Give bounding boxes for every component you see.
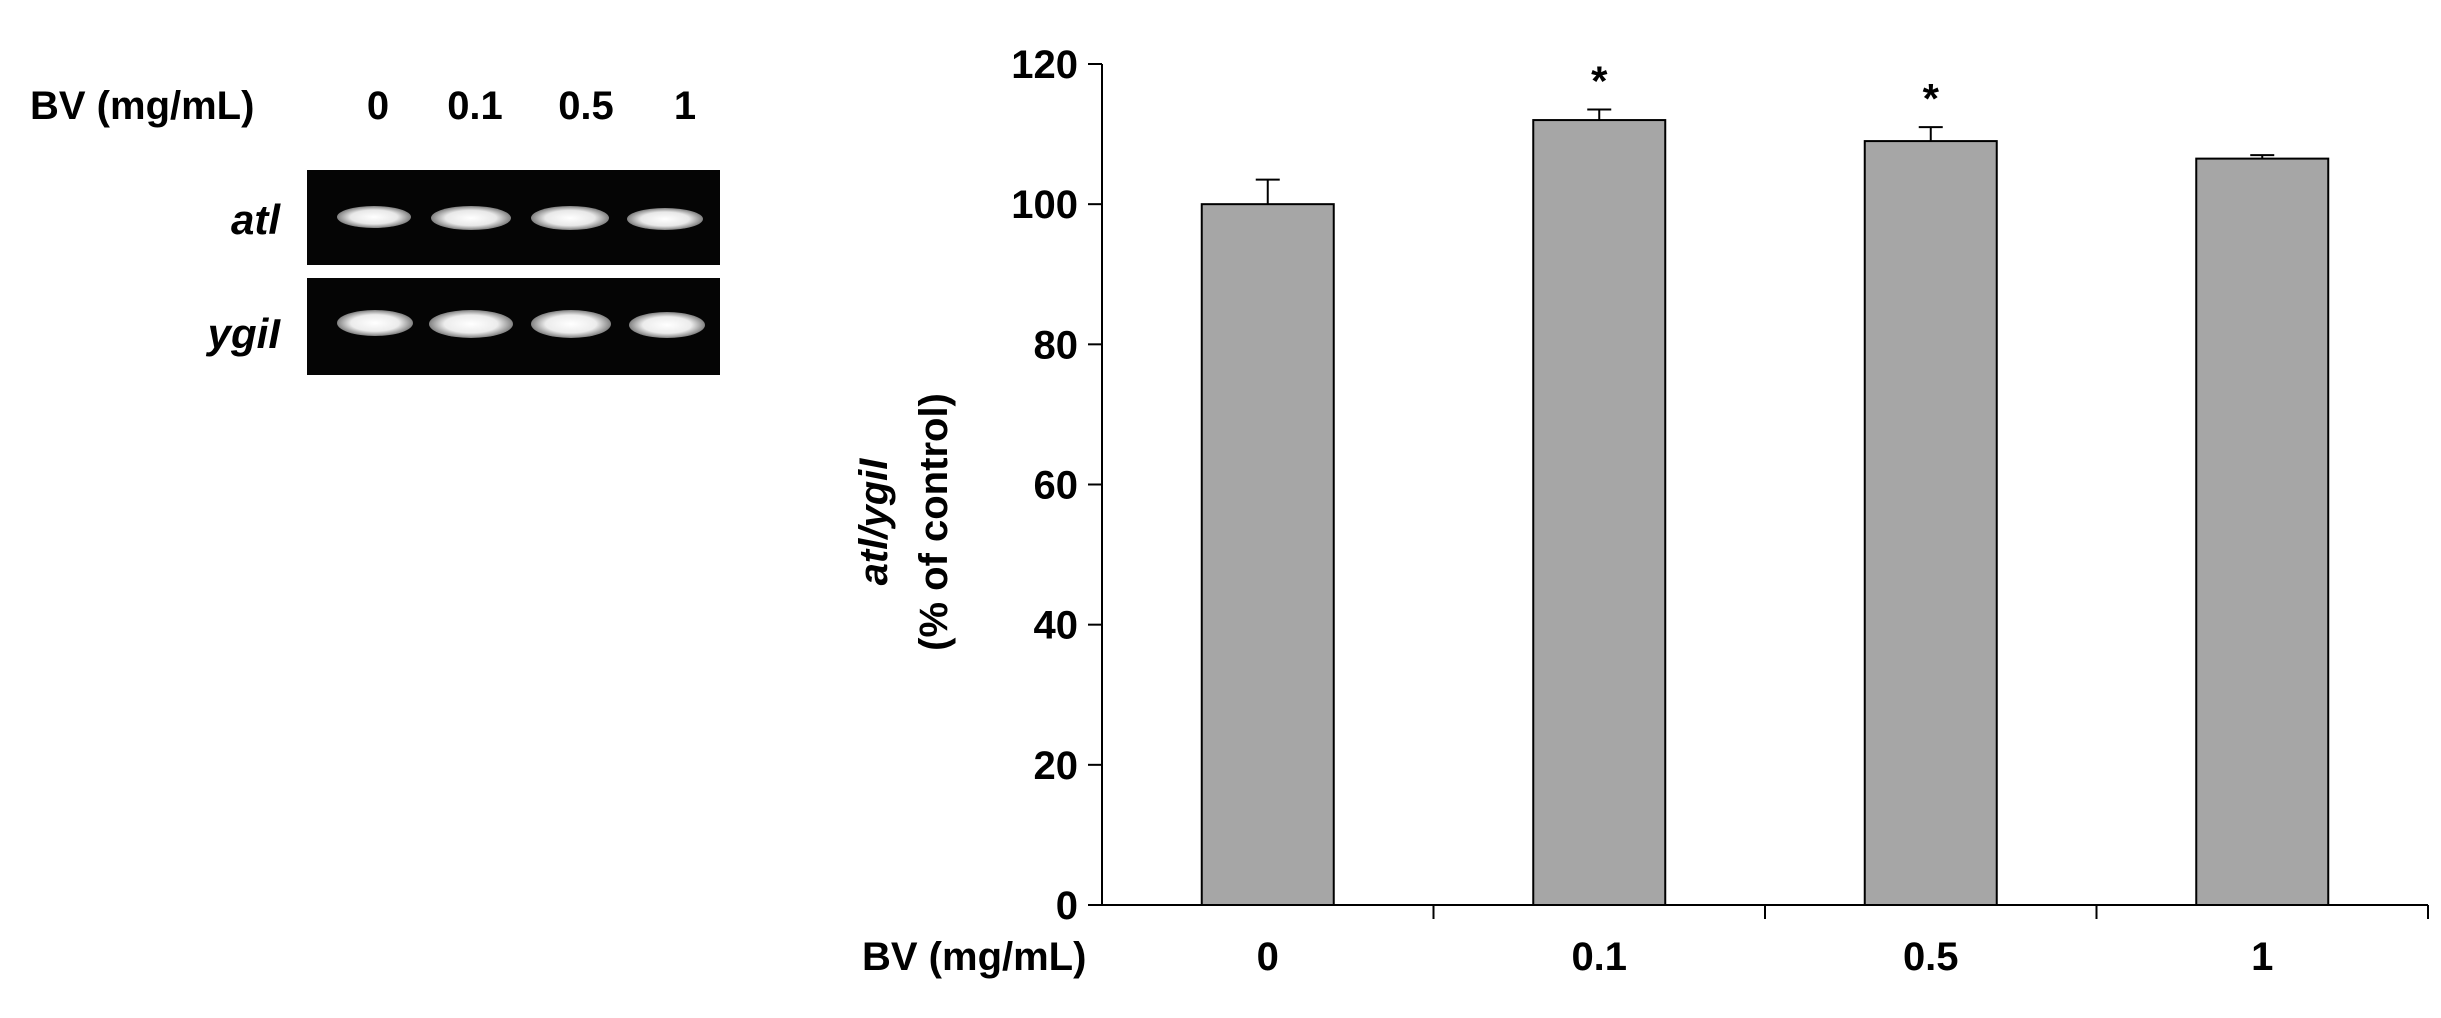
y-tick-label: 40	[1034, 604, 1079, 648]
y-axis-label-gene: atl/ygiI	[852, 458, 896, 586]
y-tick-label: 60	[1034, 464, 1079, 508]
bar-2	[1863, 140, 1998, 906]
significance-marker: *	[1591, 58, 1608, 105]
significance-marker: *	[1923, 75, 1940, 122]
gel-band	[627, 208, 703, 230]
gel-lane-label-1: 0.1	[447, 84, 503, 128]
gel-row-label-atl: atl	[230, 196, 280, 243]
gel-band	[531, 310, 611, 338]
gel-lane-label-2: 0.5	[558, 84, 614, 128]
y-axis-label-unit: (% of control)	[912, 393, 956, 651]
x-axis-label: BV (mg/mL)	[862, 935, 1086, 979]
gel-band	[629, 312, 705, 338]
y-tick-label: 120	[1011, 43, 1078, 87]
gel-treatment-label: BV (mg/mL)	[30, 84, 255, 128]
gel-lane-label-0: 0	[366, 84, 390, 128]
gel-band	[429, 310, 513, 338]
gel-band	[337, 310, 413, 336]
bar-1	[1532, 119, 1667, 907]
gel-image-atl	[307, 170, 720, 265]
gel-band	[531, 206, 609, 230]
x-tick-label: 1	[2251, 935, 2273, 979]
y-tick-label: 0	[1056, 884, 1078, 928]
gel-image-ygil	[307, 278, 720, 375]
y-tick-label: 80	[1034, 323, 1079, 367]
bar-3	[2195, 157, 2330, 907]
bar-0	[1200, 203, 1335, 906]
y-tick-label: 100	[1011, 183, 1078, 227]
gel-band	[337, 206, 411, 228]
x-tick-label: 0.5	[1903, 935, 1959, 979]
x-tick-label: 0	[1257, 935, 1279, 979]
gel-row-label-ygil: ygiI	[207, 310, 280, 357]
y-tick-label: 20	[1034, 744, 1079, 788]
gel-lane-label-3: 1	[673, 84, 697, 128]
x-tick-label: 0.1	[1571, 935, 1627, 979]
gel-band	[431, 206, 511, 230]
